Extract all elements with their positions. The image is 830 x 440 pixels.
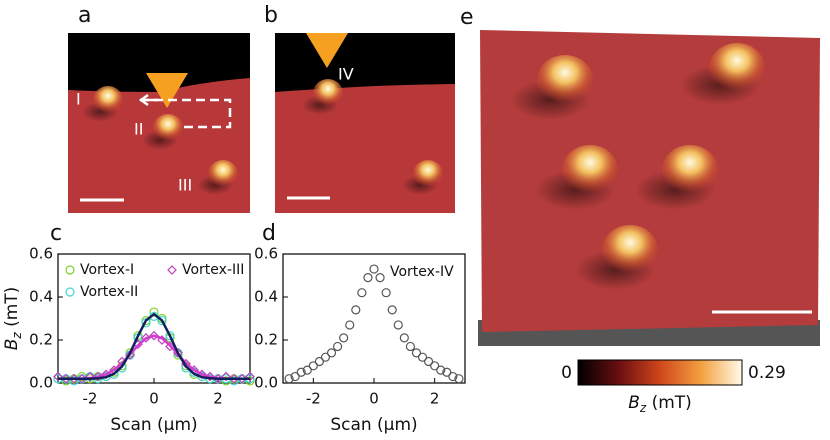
marker <box>245 371 255 382</box>
x-axis-label: Scan (μm) <box>110 415 197 435</box>
marker <box>165 341 175 352</box>
marker <box>85 371 95 382</box>
image-e <box>478 30 820 346</box>
marker <box>454 374 464 384</box>
legend-marker <box>65 265 75 275</box>
marker <box>399 333 409 343</box>
colorbar-min: 0 <box>561 363 572 383</box>
marker <box>375 273 385 283</box>
marker <box>442 367 452 377</box>
x-axis-label: Scan (μm) <box>330 415 417 435</box>
panel-label: c <box>50 221 62 246</box>
legend-marker <box>167 265 177 275</box>
marker <box>345 320 355 330</box>
vortex-label: II <box>134 120 143 139</box>
x-tick-label: 2 <box>430 390 440 408</box>
marker <box>339 333 349 343</box>
colorbar <box>577 359 743 386</box>
x-tick-label: -2 <box>83 390 98 408</box>
marker <box>363 273 373 283</box>
fit-line <box>58 334 250 380</box>
marker <box>290 371 300 382</box>
marker <box>357 288 367 298</box>
y-tick-label: 0.6 <box>254 245 278 263</box>
marker <box>141 318 151 328</box>
vortex-label: III <box>178 176 192 195</box>
marker <box>149 330 159 341</box>
y-tick-label: 0.4 <box>29 288 53 306</box>
panel-label: d <box>262 221 276 246</box>
y-tick-label: 0.0 <box>254 374 278 392</box>
panel-label: e <box>460 5 474 30</box>
marker <box>69 373 79 384</box>
marker <box>149 307 159 317</box>
x-tick-label: -2 <box>306 390 321 408</box>
marker <box>333 341 343 352</box>
y-tick-label: 0.6 <box>29 245 53 263</box>
marker <box>448 371 458 382</box>
marker <box>302 365 312 375</box>
marker <box>229 373 239 384</box>
marker <box>393 320 403 330</box>
legend-label: Vortex-IV <box>390 264 454 280</box>
marker <box>326 348 337 358</box>
marker <box>61 373 71 384</box>
marker <box>424 356 434 367</box>
colorbar-label: Bz (mT) <box>628 393 692 415</box>
marker <box>381 288 391 298</box>
x-tick-label: 2 <box>213 390 223 408</box>
marker <box>221 371 231 382</box>
marker <box>417 352 428 362</box>
legend-label: Vortex-I <box>80 262 134 278</box>
marker <box>387 305 397 315</box>
y-tick-label: 0.2 <box>29 331 53 349</box>
y-axis-label: Bz (mT) <box>2 287 24 351</box>
marker <box>53 371 63 382</box>
vortex-label: I <box>76 90 81 109</box>
marker <box>165 331 175 341</box>
marker <box>405 341 415 352</box>
marker <box>369 264 379 274</box>
panel-label: b <box>264 3 278 28</box>
fit-line <box>58 312 250 380</box>
y-tick-label: 0.2 <box>254 331 278 349</box>
x-tick-label: 0 <box>369 390 379 408</box>
marker <box>284 374 294 384</box>
marker <box>351 305 361 315</box>
legend-marker <box>65 287 75 297</box>
panel-label: a <box>78 3 91 28</box>
legend-label: Vortex-II <box>80 284 138 300</box>
marker <box>237 373 247 384</box>
y-tick-label: 0.4 <box>254 288 278 306</box>
vortex-label: IV <box>338 65 354 84</box>
marker <box>320 352 331 362</box>
y-tick-label: 0.0 <box>29 374 53 392</box>
marker <box>436 365 446 375</box>
legend-label: Vortex-III <box>182 262 244 278</box>
marker <box>308 361 318 371</box>
marker <box>314 356 324 367</box>
image-b <box>275 33 455 213</box>
marker <box>296 367 306 377</box>
marker <box>157 316 167 326</box>
marker <box>411 348 422 358</box>
colorbar-max: 0.29 <box>748 363 786 383</box>
x-tick-label: 0 <box>149 390 159 408</box>
image-a <box>68 33 250 213</box>
marker <box>125 350 135 360</box>
marker <box>430 361 440 371</box>
